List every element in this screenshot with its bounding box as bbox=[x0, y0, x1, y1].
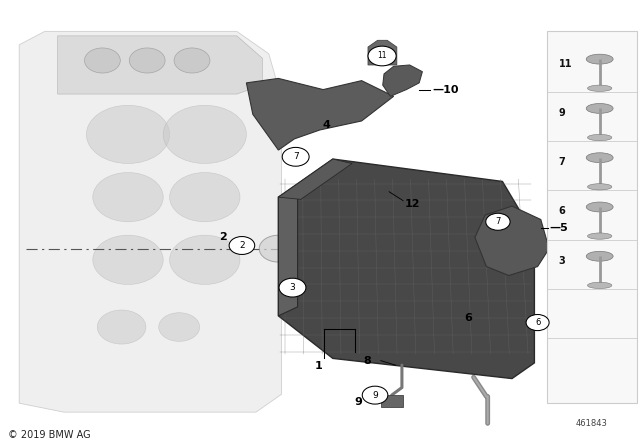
Text: 461843: 461843 bbox=[576, 419, 608, 428]
Text: 8: 8 bbox=[364, 356, 371, 366]
Text: 7: 7 bbox=[293, 152, 298, 161]
Polygon shape bbox=[278, 159, 352, 199]
Text: 4: 4 bbox=[323, 121, 330, 130]
Circle shape bbox=[93, 172, 163, 222]
Circle shape bbox=[129, 48, 165, 73]
Circle shape bbox=[279, 278, 306, 297]
Ellipse shape bbox=[586, 153, 613, 163]
Text: —5: —5 bbox=[549, 224, 568, 233]
Bar bbox=[381, 395, 403, 407]
Text: 7: 7 bbox=[495, 217, 500, 226]
Text: 1: 1 bbox=[314, 361, 322, 371]
Circle shape bbox=[526, 314, 549, 331]
Polygon shape bbox=[475, 206, 549, 276]
Circle shape bbox=[97, 310, 146, 344]
Circle shape bbox=[93, 235, 163, 284]
Circle shape bbox=[229, 237, 255, 254]
Ellipse shape bbox=[588, 233, 612, 239]
Text: 3: 3 bbox=[559, 256, 566, 266]
Ellipse shape bbox=[588, 85, 612, 91]
Polygon shape bbox=[246, 78, 394, 150]
Circle shape bbox=[170, 235, 240, 284]
Text: 9: 9 bbox=[372, 391, 378, 400]
Polygon shape bbox=[58, 36, 262, 94]
Circle shape bbox=[159, 313, 200, 341]
Ellipse shape bbox=[588, 134, 612, 141]
Text: 9: 9 bbox=[559, 108, 566, 118]
Ellipse shape bbox=[586, 251, 613, 261]
Text: © 2019 BMW AG: © 2019 BMW AG bbox=[8, 431, 90, 440]
Circle shape bbox=[282, 147, 309, 166]
Text: 6: 6 bbox=[535, 318, 540, 327]
Circle shape bbox=[170, 172, 240, 222]
Text: 11: 11 bbox=[378, 52, 387, 60]
Circle shape bbox=[259, 235, 298, 262]
Polygon shape bbox=[19, 31, 282, 412]
Polygon shape bbox=[278, 159, 534, 379]
Text: 12: 12 bbox=[405, 199, 420, 209]
Circle shape bbox=[84, 48, 120, 73]
Circle shape bbox=[368, 46, 396, 66]
Circle shape bbox=[174, 48, 210, 73]
Text: 2: 2 bbox=[219, 233, 227, 242]
Circle shape bbox=[163, 105, 246, 164]
Circle shape bbox=[362, 386, 388, 404]
Ellipse shape bbox=[588, 282, 612, 289]
Text: 11: 11 bbox=[559, 59, 572, 69]
Text: 6: 6 bbox=[559, 207, 566, 216]
Text: —10: —10 bbox=[432, 86, 458, 95]
Ellipse shape bbox=[586, 54, 613, 64]
Circle shape bbox=[486, 213, 510, 230]
Ellipse shape bbox=[586, 202, 613, 212]
Text: 3: 3 bbox=[290, 283, 295, 292]
Ellipse shape bbox=[586, 103, 613, 113]
Bar bbox=[547, 31, 637, 403]
Polygon shape bbox=[368, 40, 397, 65]
Text: 6: 6 bbox=[465, 313, 472, 323]
Text: 2: 2 bbox=[239, 241, 244, 250]
Text: 9: 9 bbox=[355, 397, 362, 407]
Polygon shape bbox=[383, 65, 422, 96]
Circle shape bbox=[86, 105, 170, 164]
Text: 7: 7 bbox=[559, 157, 566, 167]
Ellipse shape bbox=[588, 184, 612, 190]
Polygon shape bbox=[278, 188, 298, 316]
